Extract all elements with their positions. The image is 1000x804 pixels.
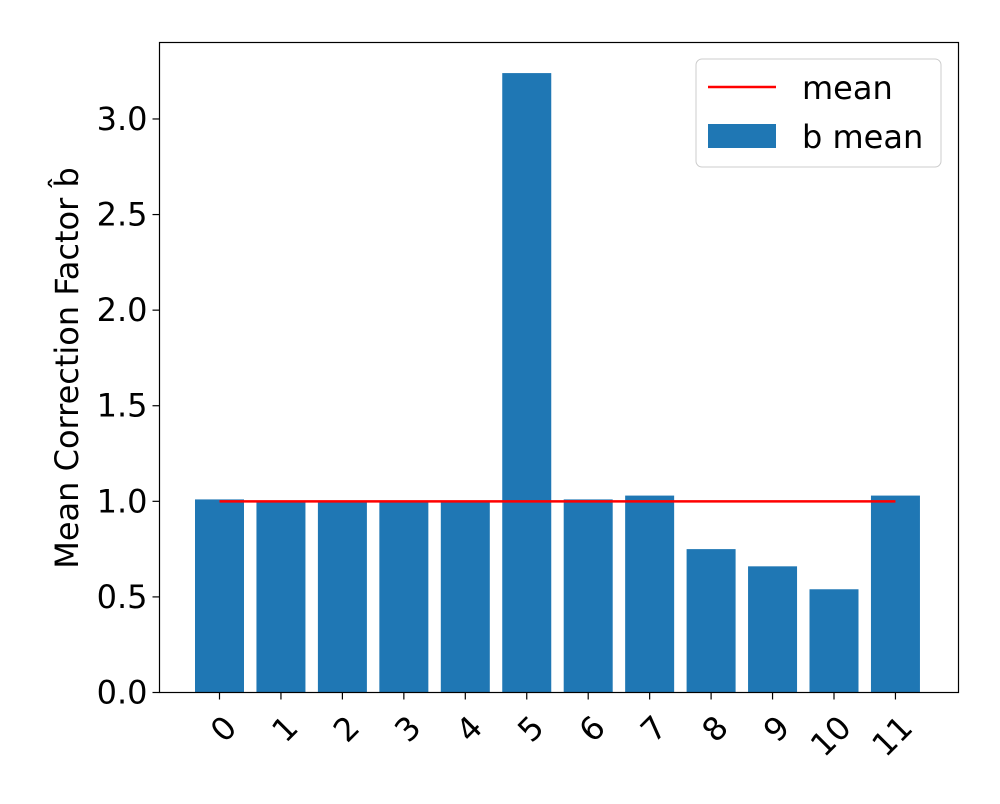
y-tick-label: 0.0	[97, 674, 148, 712]
x-tick-label: 5	[510, 708, 551, 749]
bar-7	[625, 495, 675, 693]
plot-frame	[158, 41, 960, 694]
bar-2	[317, 501, 367, 693]
bar-4	[440, 501, 490, 693]
y-axis: 0.0 0.5 1.0 1.5 2.0 2.5 3.0	[97, 100, 160, 712]
legend-label-b-mean: b mean	[802, 118, 923, 156]
x-tick-label: 9	[756, 708, 797, 749]
bar-6	[563, 499, 613, 693]
bar-8	[686, 549, 736, 693]
y-tick-label: 1.5	[97, 387, 148, 425]
x-tick-label: 10	[803, 708, 859, 764]
x-tick-label: 1	[264, 708, 305, 749]
x-tick-label: 6	[572, 708, 613, 749]
x-tick-label: 7	[633, 708, 674, 749]
bar-10	[809, 589, 859, 693]
x-tick-label: 8	[694, 708, 735, 749]
y-tick-label: 2.0	[97, 291, 148, 329]
x-tick-label: 4	[449, 708, 490, 749]
x-tick-label: 3	[387, 708, 428, 749]
x-axis: 0 1 2 3 4 5 6 7 8 9 10 11	[203, 692, 920, 764]
bar-3	[379, 501, 429, 693]
bar-11	[870, 495, 920, 693]
bar-5	[502, 73, 552, 693]
bar-1	[256, 501, 306, 693]
y-tick-label: 0.5	[97, 578, 148, 616]
y-axis-label: Mean Correction Factor b̂	[48, 167, 86, 569]
x-tick-label: 0	[203, 708, 244, 749]
y-tick-label: 1.0	[97, 482, 148, 520]
x-tick-label: 2	[326, 708, 367, 749]
y-tick-label: 3.0	[97, 100, 148, 138]
x-tick-label: 11	[864, 708, 920, 764]
bars-layer	[195, 73, 920, 693]
y-tick-label: 2.5	[97, 196, 148, 234]
bar-9	[748, 566, 798, 693]
legend: mean b mean	[695, 58, 942, 168]
legend-swatch-b-mean	[708, 124, 776, 148]
bar-0	[195, 499, 244, 693]
legend-label-mean: mean	[802, 69, 893, 107]
